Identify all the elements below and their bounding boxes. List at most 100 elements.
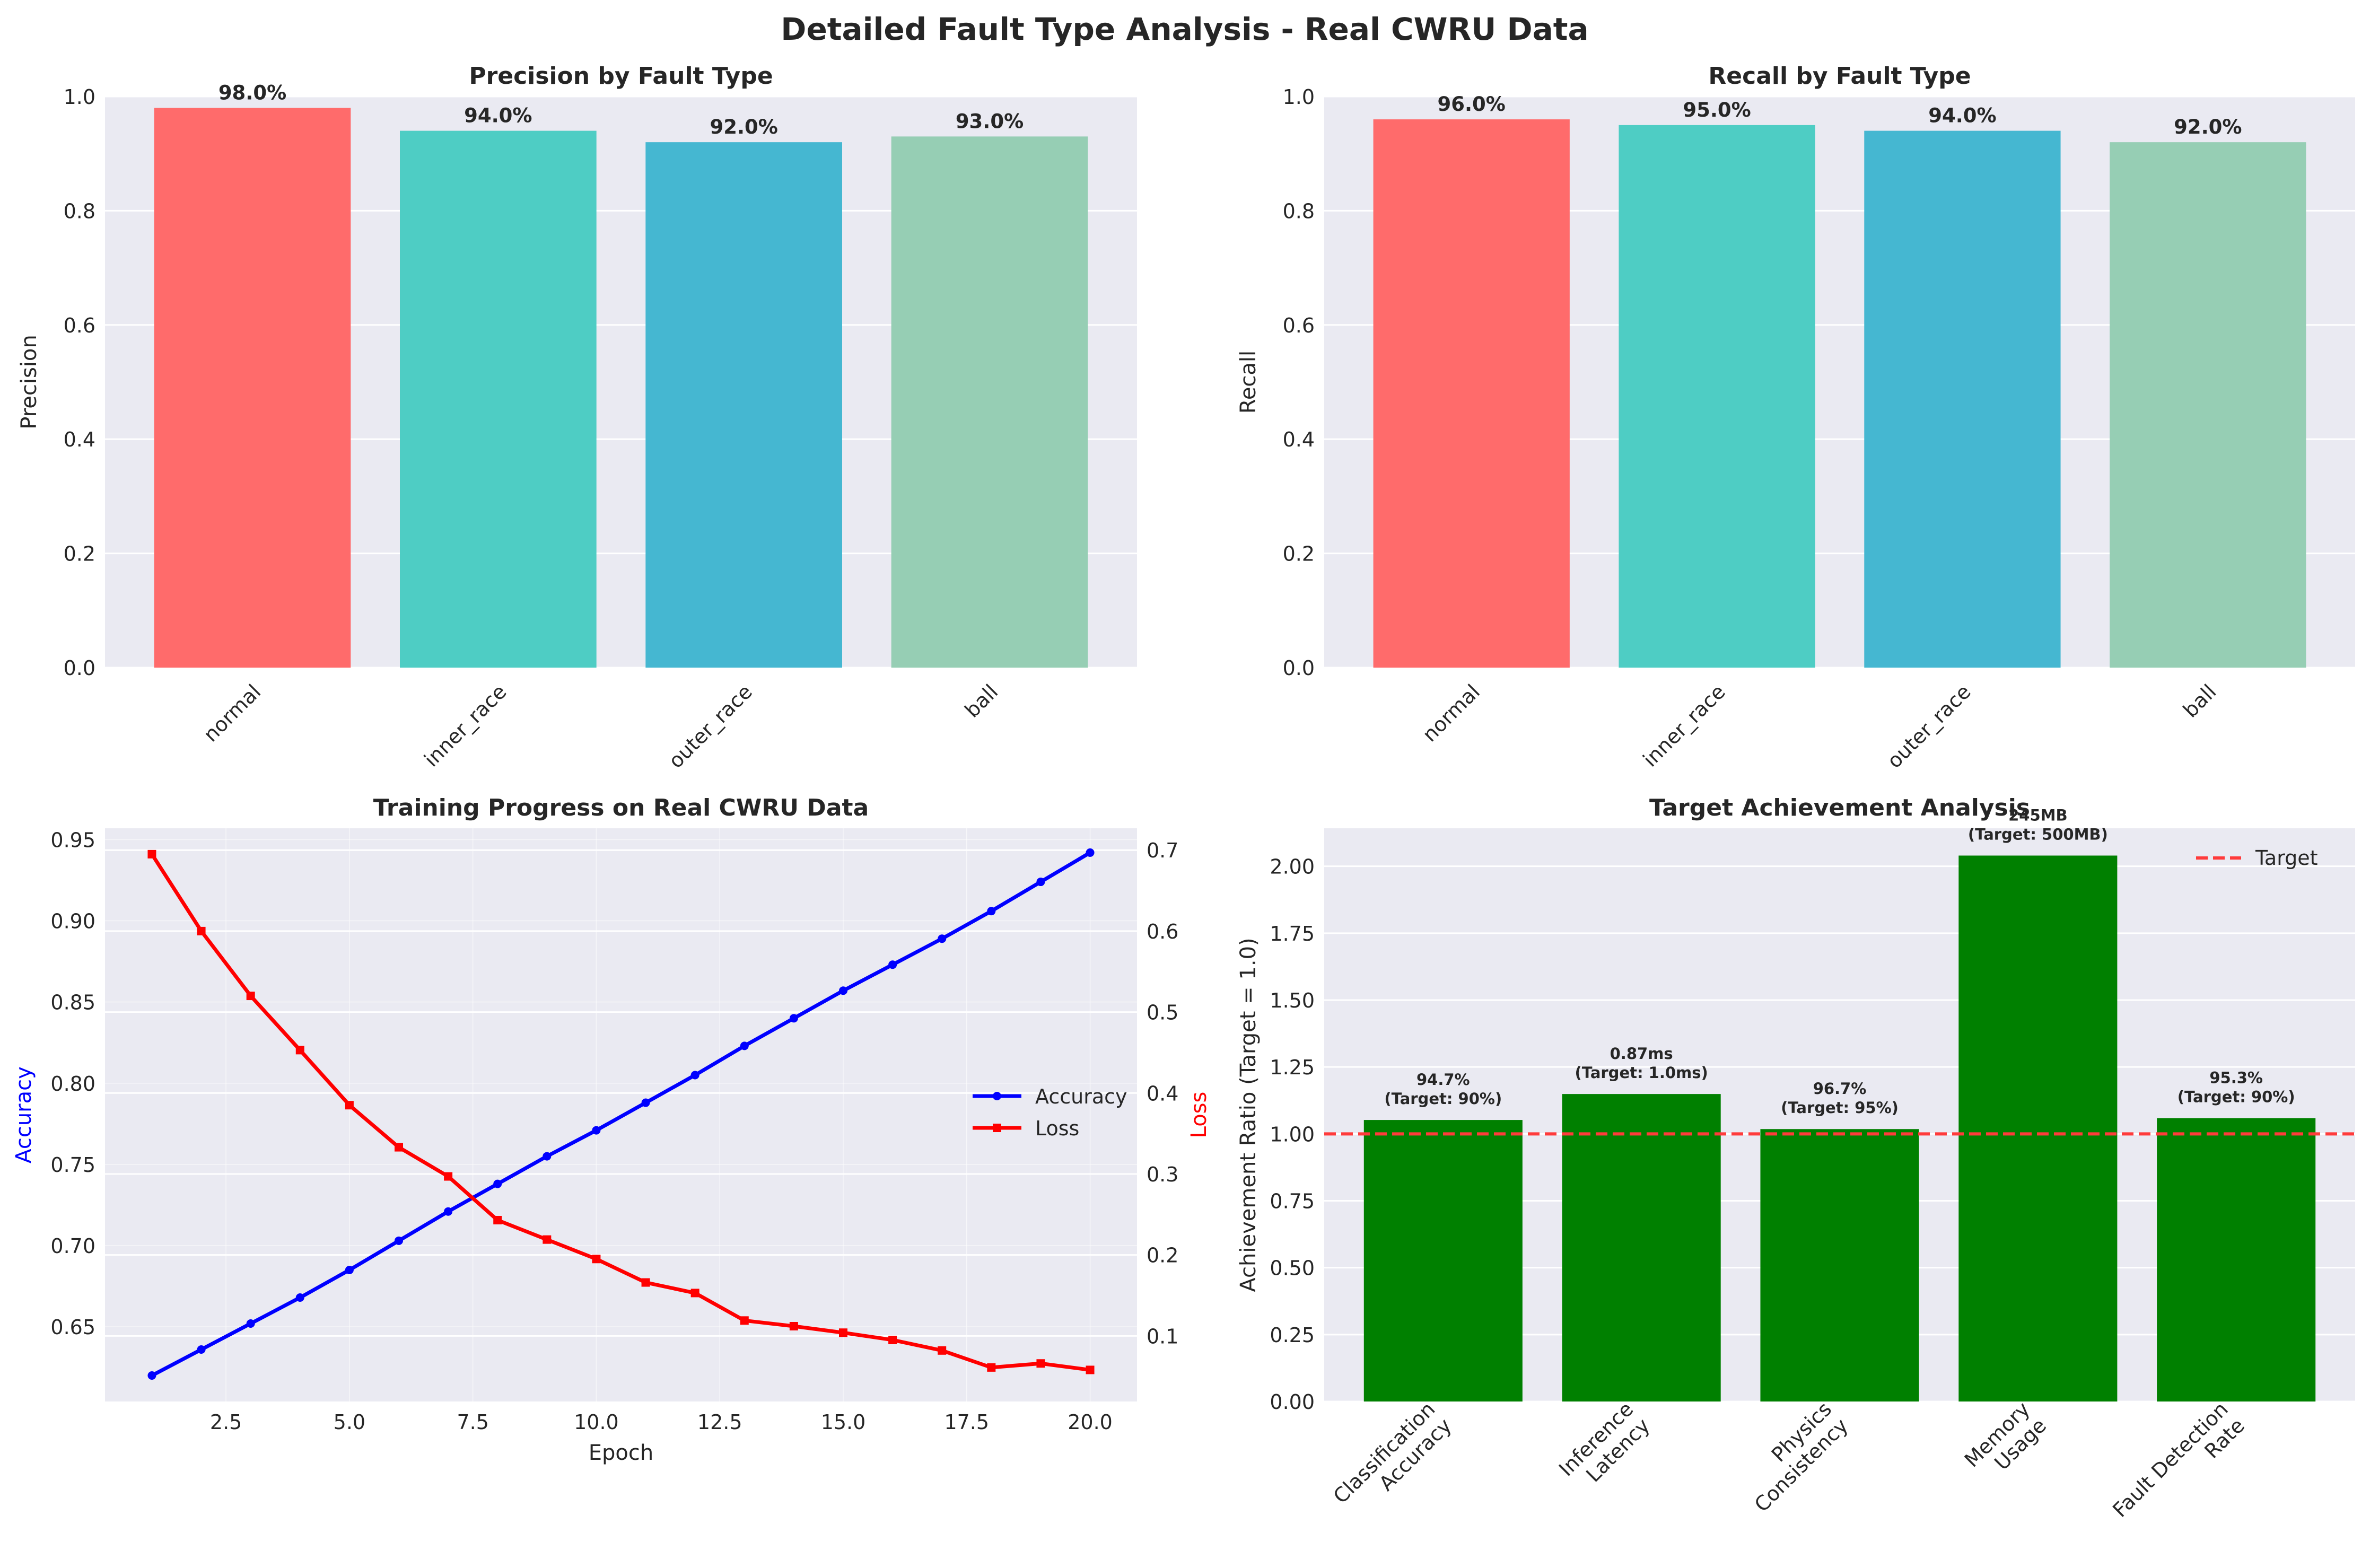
x-tick-label: 5.0 bbox=[334, 1411, 365, 1434]
y-tick-label: 0.8 bbox=[64, 199, 95, 223]
data-point-accuracy bbox=[690, 1071, 699, 1080]
data-point-accuracy bbox=[888, 960, 897, 969]
data-label: (Target: 1.0ms) bbox=[1575, 1064, 1708, 1082]
y-tick-label: 1.00 bbox=[1270, 1123, 1315, 1146]
bar bbox=[1958, 855, 2118, 1401]
x-tick-label: 10.0 bbox=[574, 1411, 619, 1434]
y-tick-label: 0.25 bbox=[1270, 1324, 1315, 1347]
bar bbox=[645, 142, 842, 668]
bar bbox=[400, 130, 597, 668]
data-point-loss bbox=[246, 992, 255, 1001]
data-point-loss bbox=[789, 1322, 798, 1331]
data-label: 95.3% bbox=[2209, 1069, 2263, 1087]
y-tick-label: 0.2 bbox=[64, 542, 95, 566]
x-tick-label: 2.5 bbox=[210, 1411, 242, 1434]
series-line-loss bbox=[150, 853, 1091, 1372]
y-tick-label: 1.50 bbox=[1270, 989, 1315, 1012]
data-point-accuracy bbox=[395, 1236, 404, 1245]
data-point-loss bbox=[543, 1235, 552, 1244]
target-achievement-chart: 0.000.250.500.751.001.251.501.752.00Clas… bbox=[1236, 794, 2355, 1522]
y-tick-label: 1.75 bbox=[1270, 922, 1315, 945]
data-point-loss bbox=[740, 1316, 749, 1325]
y-axis-label-right: Loss bbox=[1187, 1092, 1211, 1138]
legend-marker bbox=[993, 1092, 1001, 1100]
data-point-accuracy bbox=[147, 1371, 156, 1380]
y-tick-label: 1.25 bbox=[1270, 1056, 1315, 1079]
data-point-accuracy bbox=[938, 934, 947, 943]
data-point-loss bbox=[1036, 1359, 1045, 1368]
data-point-loss bbox=[938, 1346, 947, 1355]
data-label: 98.0% bbox=[218, 82, 286, 104]
data-label: 96.7% bbox=[1813, 1080, 1867, 1098]
data-label: 92.0% bbox=[2174, 116, 2242, 138]
precision-chart: 0.00.20.40.60.81.0normal98.0%inner_race9… bbox=[17, 63, 1137, 773]
chart-title: Precision by Fault Type bbox=[469, 63, 773, 90]
data-label: (Target: 500MB) bbox=[1968, 825, 2108, 843]
data-point-loss bbox=[690, 1289, 699, 1298]
y-tick-label: 0.0 bbox=[1283, 656, 1315, 680]
data-point-loss bbox=[592, 1255, 601, 1264]
y-tick-label: 0.00 bbox=[1270, 1390, 1315, 1414]
data-point-loss bbox=[987, 1363, 996, 1372]
data-label: 245MB bbox=[2008, 806, 2068, 824]
chart-title: Recall by Fault Type bbox=[1708, 63, 1971, 90]
series-line-accuracy bbox=[151, 851, 1091, 1378]
data-label: (Target: 90%) bbox=[2177, 1088, 2295, 1106]
data-point-accuracy bbox=[740, 1041, 749, 1050]
y-axis-label-left: Accuracy bbox=[12, 1066, 36, 1163]
y-tick-label: 0.4 bbox=[64, 428, 95, 451]
y-tick-label: 2.00 bbox=[1270, 855, 1315, 879]
data-point-accuracy bbox=[295, 1293, 304, 1302]
x-tick-label: 7.5 bbox=[457, 1411, 488, 1434]
y-tick-label-right: 0.3 bbox=[1147, 1163, 1178, 1186]
data-label: (Target: 95%) bbox=[1781, 1099, 1899, 1117]
data-point-accuracy bbox=[1086, 848, 1095, 857]
figure-suptitle: Detailed Fault Type Analysis - Real CWRU… bbox=[781, 11, 1588, 47]
y-tick-label-left: 0.85 bbox=[50, 991, 95, 1014]
data-point-accuracy bbox=[493, 1179, 502, 1188]
data-point-accuracy bbox=[246, 1319, 255, 1328]
legend-label-accuracy: Accuracy bbox=[1035, 1085, 1127, 1108]
y-tick-label-left: 0.65 bbox=[50, 1316, 95, 1339]
y-tick-label-left: 0.80 bbox=[50, 1072, 95, 1096]
y-axis-label: Achievement Ratio (Target = 1.0) bbox=[1236, 938, 1261, 1292]
training-progress-chart: 2.5 5.0 7.5 10.0 12.5 15.0 17.5 20.0 0.65 0.70 0.7… bbox=[12, 794, 1211, 1465]
y-tick-label-right: 0.4 bbox=[1147, 1082, 1178, 1105]
bar bbox=[1619, 125, 1815, 668]
y-tick-label-right: 0.2 bbox=[1147, 1244, 1178, 1267]
y-tick-label-left: 0.70 bbox=[50, 1234, 95, 1258]
data-point-loss bbox=[197, 926, 206, 935]
y-tick-label: 0.6 bbox=[64, 314, 95, 337]
data-point-loss bbox=[444, 1172, 453, 1181]
data-point-accuracy bbox=[987, 907, 996, 916]
y-tick-label-left: 0.95 bbox=[50, 828, 95, 852]
data-point-accuracy bbox=[444, 1207, 453, 1216]
data-point-accuracy bbox=[641, 1098, 650, 1107]
x-tick-label: 12.5 bbox=[697, 1411, 742, 1434]
chart-title: Training Progress on Real CWRU Data bbox=[373, 794, 869, 821]
data-point-accuracy bbox=[1036, 878, 1045, 887]
y-axis-label: Recall bbox=[1236, 351, 1261, 414]
data-point-loss bbox=[1086, 1365, 1095, 1374]
chart-title: Target Achievement Analysis bbox=[1649, 794, 2030, 821]
y-tick-label-right: 0.1 bbox=[1147, 1325, 1178, 1348]
data-point-loss bbox=[295, 1046, 304, 1055]
y-tick-label-right: 0.6 bbox=[1147, 920, 1178, 943]
y-tick-label: 1.0 bbox=[1283, 85, 1315, 109]
bar bbox=[1562, 1094, 1721, 1401]
data-point-loss bbox=[641, 1278, 650, 1287]
x-axis-label: Epoch bbox=[589, 1441, 653, 1465]
y-tick-label: 0.75 bbox=[1270, 1189, 1315, 1213]
recall-chart: 0.00.20.40.60.81.0normal96.0%inner_race9… bbox=[1236, 63, 2355, 773]
data-point-accuracy bbox=[197, 1345, 206, 1354]
data-label: 95.0% bbox=[1683, 99, 1751, 121]
data-label: 0.87ms bbox=[1610, 1045, 1673, 1063]
data-point-loss bbox=[147, 849, 156, 859]
bar bbox=[2110, 142, 2306, 668]
x-tick-label: 17.5 bbox=[944, 1411, 989, 1434]
bar bbox=[1373, 119, 1570, 668]
legend-target-label: Target bbox=[2255, 846, 2318, 870]
bar bbox=[891, 136, 1088, 668]
data-label: 94.0% bbox=[464, 104, 532, 127]
